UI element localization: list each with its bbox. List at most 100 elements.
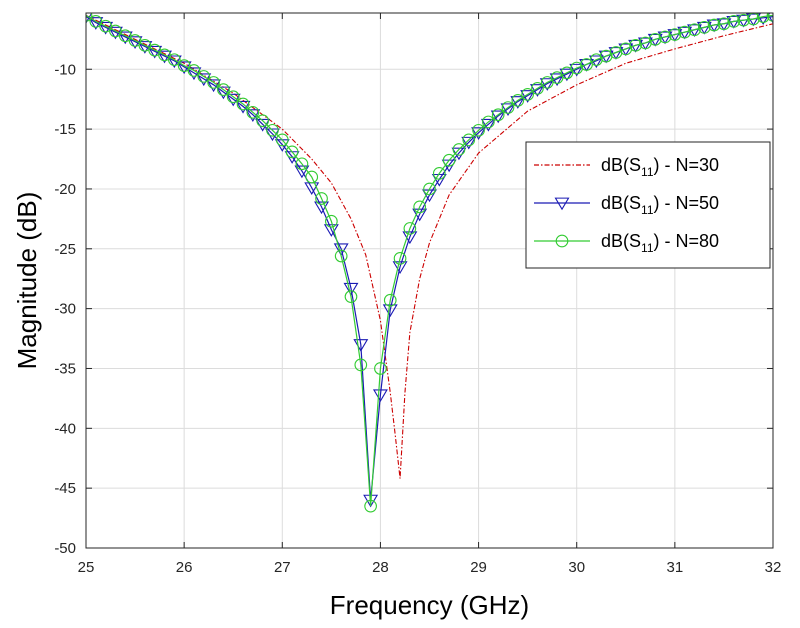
data-point-marker bbox=[521, 88, 534, 101]
data-point-marker bbox=[707, 18, 721, 32]
legend-box bbox=[525, 141, 771, 269]
data-point-marker bbox=[727, 15, 741, 28]
x-tick-label: 26 bbox=[176, 559, 193, 576]
data-point-marker bbox=[246, 105, 260, 119]
y-tick-label: -40 bbox=[54, 420, 76, 437]
y-tick-label: -15 bbox=[54, 121, 76, 138]
data-point-marker bbox=[295, 157, 309, 171]
data-point-marker bbox=[393, 252, 407, 265]
legend-entry-label: dB(S11) - N=50 bbox=[601, 193, 719, 217]
data-point-marker bbox=[333, 243, 349, 257]
series-n-30 bbox=[86, 14, 773, 479]
x-tick-label: 31 bbox=[667, 559, 684, 576]
data-point-marker bbox=[305, 170, 319, 184]
data-point-marker bbox=[756, 13, 771, 26]
y-tick-label: -35 bbox=[54, 360, 76, 377]
series-line bbox=[86, 14, 773, 479]
y-tick-label: -50 bbox=[54, 540, 76, 557]
data-point-marker bbox=[442, 153, 456, 167]
data-point-marker bbox=[756, 13, 770, 23]
y-tick-label: -25 bbox=[54, 241, 76, 258]
data-point-marker bbox=[717, 17, 731, 31]
x-tick-label: 32 bbox=[765, 559, 782, 576]
data-point-marker bbox=[325, 214, 338, 228]
legend-label-tail: ) - N=80 bbox=[654, 231, 720, 251]
axis-ticks: 25 26 27 28 29 30 31 32 -50 -45 -40 -35 -30 -25 -20 -15… bbox=[54, 13, 781, 576]
legend-label-tail: ) - N=50 bbox=[654, 193, 720, 213]
y-tick-label: -10 bbox=[54, 61, 76, 78]
data-point-marker bbox=[266, 123, 279, 137]
data-point-marker bbox=[285, 145, 299, 159]
data-point-marker bbox=[187, 64, 201, 77]
x-tick-label: 30 bbox=[568, 559, 585, 576]
data-point-marker bbox=[217, 83, 230, 96]
data-point-marker bbox=[382, 304, 398, 318]
x-axis-label: Frequency (GHz) bbox=[330, 590, 529, 620]
data-point-marker bbox=[207, 76, 220, 89]
data-point-marker bbox=[491, 108, 505, 122]
data-point-marker bbox=[343, 282, 359, 296]
legend-entry-label: dB(S11) - N=80 bbox=[601, 231, 719, 255]
data-point-marker bbox=[323, 224, 339, 237]
legend-label-subscript: 11 bbox=[641, 203, 654, 217]
data-point-marker bbox=[648, 32, 662, 46]
data-point-marker bbox=[374, 362, 387, 375]
y-axis-label: Magnitude (dB) bbox=[12, 192, 42, 370]
data-point-marker bbox=[364, 499, 377, 513]
data-point-marker bbox=[334, 249, 348, 263]
data-point-marker bbox=[392, 261, 408, 274]
data-point-marker bbox=[256, 114, 270, 128]
series-n-80 bbox=[86, 13, 773, 513]
y-tick-label: -30 bbox=[54, 301, 76, 318]
data-point-marker bbox=[197, 70, 211, 83]
plot-area bbox=[86, 13, 773, 548]
legend-entry-label: dB(S11) - N=30 bbox=[601, 155, 719, 179]
data-point-marker bbox=[482, 115, 495, 129]
data-point-marker bbox=[697, 21, 711, 34]
legend-marker bbox=[555, 234, 569, 248]
series-layer bbox=[86, 13, 773, 513]
x-tick-label: 27 bbox=[274, 559, 291, 576]
data-point-marker bbox=[766, 13, 773, 24]
legend-label-subscript: 11 bbox=[641, 165, 654, 179]
data-point-marker bbox=[315, 192, 328, 205]
legend-label-tail: ) - N=30 bbox=[654, 155, 720, 175]
data-point-marker bbox=[372, 389, 388, 403]
data-point-marker bbox=[511, 94, 525, 107]
data-point-marker bbox=[432, 167, 446, 180]
data-point-marker bbox=[344, 290, 358, 304]
legend-marker bbox=[554, 197, 570, 211]
legend-label-subscript: 11 bbox=[641, 241, 654, 255]
data-point-marker bbox=[462, 133, 476, 147]
x-tick-label: 29 bbox=[470, 559, 487, 576]
data-point-marker bbox=[275, 133, 289, 147]
legend-label-main: dB(S bbox=[601, 155, 641, 175]
data-point-marker bbox=[354, 358, 368, 372]
data-point-marker bbox=[294, 165, 310, 179]
x-tick-label: 28 bbox=[372, 559, 389, 576]
axes-box bbox=[85, 12, 774, 549]
data-point-marker bbox=[678, 25, 692, 39]
data-point-marker bbox=[737, 13, 750, 27]
data-point-marker bbox=[452, 143, 466, 156]
data-point-marker bbox=[86, 13, 93, 22]
data-point-marker bbox=[413, 200, 427, 214]
data-point-marker bbox=[501, 101, 515, 114]
series-line bbox=[86, 14, 773, 507]
data-point-marker bbox=[472, 123, 485, 137]
data-point-marker bbox=[668, 28, 682, 41]
data-point-marker bbox=[766, 13, 773, 22]
y-tick-label: -20 bbox=[54, 181, 76, 198]
x-tick-label: 25 bbox=[78, 559, 95, 576]
data-point-marker bbox=[688, 23, 701, 37]
data-point-marker bbox=[167, 53, 181, 67]
data-point-marker bbox=[226, 90, 240, 104]
legend-label-main: dB(S bbox=[601, 231, 641, 251]
data-point-marker bbox=[236, 97, 250, 111]
data-point-marker bbox=[403, 222, 417, 235]
data-point-marker bbox=[423, 182, 436, 196]
data-point-marker bbox=[383, 293, 397, 307]
data-point-marker bbox=[629, 38, 642, 52]
